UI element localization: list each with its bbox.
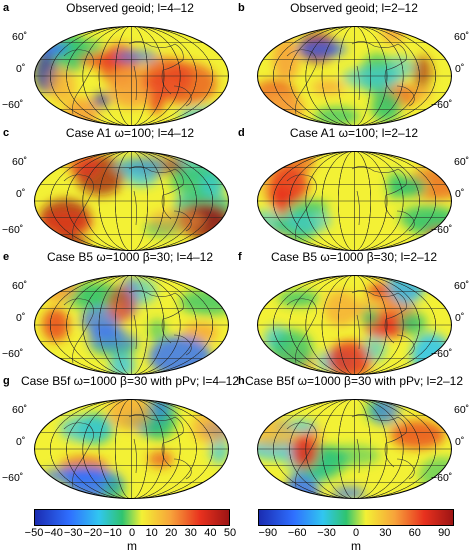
lat-label-north-d: 60˚ [454, 156, 470, 168]
lat-label-south-g: −60˚ [2, 472, 24, 484]
lat-label-north-a: 60˚ [12, 31, 28, 43]
colorbar-left-tick: 40 [204, 527, 217, 539]
lat-label-north-h: 60˚ [454, 404, 470, 416]
lat-label-south-h: −60˚ [431, 472, 453, 484]
lat-label-north-e: 60˚ [12, 280, 28, 292]
lat-label-equator-f: 0˚ [455, 312, 465, 324]
lat-label-equator-g: 0˚ [16, 436, 26, 448]
lat-label-equator-c: 0˚ [16, 188, 26, 200]
lat-label-north-c: 60˚ [12, 156, 28, 168]
lat-label-south-f: −60˚ [431, 348, 453, 360]
map-b [257, 26, 452, 126]
panel-letter-b: b [238, 2, 245, 14]
colorbar-left-tick: 0 [128, 527, 136, 539]
panel-title-h: Case B5f ω=1000 β=30 with pPv; l=2–12 [244, 374, 464, 388]
colorbar-left [34, 509, 230, 526]
panel-letter-c: c [3, 127, 10, 139]
lat-label-south-a: −60˚ [2, 99, 24, 111]
map-h [257, 399, 452, 499]
panel-title-a: Observed geoid; l=4–12 [66, 1, 194, 15]
panel-title-f: Case B5 ω=1000 β=30; l=2–12 [270, 250, 438, 264]
lat-label-south-c: −60˚ [2, 224, 24, 236]
map-f [257, 275, 452, 375]
panel-letter-d: d [238, 127, 245, 139]
colorbar-right [258, 509, 454, 526]
panel-letter-f: f [238, 251, 242, 263]
colorbar-left-tick: 30 [184, 527, 197, 539]
panel-title-b: Observed geoid; l=2–12 [290, 1, 418, 15]
colorbar-left-tick: 20 [165, 527, 178, 539]
lat-label-equator-b: 0˚ [455, 63, 465, 75]
lat-label-equator-h: 0˚ [455, 436, 465, 448]
colorbar-left-tick: −50 [24, 527, 44, 539]
map-d [257, 151, 452, 251]
lat-label-equator-a: 0˚ [16, 63, 26, 75]
colorbar-left-tick: 10 [145, 527, 158, 539]
lat-label-south-e: −60˚ [2, 348, 24, 360]
panel-title-c: Case A1 ω=100; l=4–12 [65, 126, 195, 140]
colorbar-right-tick: −60 [287, 527, 307, 539]
panel-letter-a: a [3, 2, 10, 14]
map-a [34, 26, 229, 126]
colorbar-right-tick: −30 [317, 527, 336, 539]
lat-label-south-d: −60˚ [431, 224, 453, 236]
colorbar-left-tick: −20 [83, 527, 103, 539]
colorbar-left-tick: −40 [44, 527, 63, 539]
panel-letter-e: e [3, 251, 10, 263]
map-c [34, 151, 229, 251]
lat-label-equator-e: 0˚ [16, 312, 26, 324]
colorbar-right-tick: 60 [408, 527, 421, 539]
panel-title-e: Case B5 ω=1000 β=30; l=4–12 [46, 250, 214, 264]
lat-label-north-g: 60˚ [12, 404, 28, 416]
panel-letter-h: h [238, 375, 245, 387]
lat-label-north-f: 60˚ [454, 280, 470, 292]
colorbar-left-tick: −30 [63, 527, 83, 539]
colorbar-right-tick: 0 [352, 527, 360, 539]
colorbar-left-unit: m [127, 539, 137, 553]
map-e [34, 275, 229, 375]
lat-label-south-b: −60˚ [431, 99, 453, 111]
lat-label-north-b: 60˚ [454, 31, 470, 43]
colorbar-right-tick: 30 [379, 527, 392, 539]
lat-label-equator-d: 0˚ [455, 188, 465, 200]
panel-letter-g: g [3, 375, 10, 387]
colorbar-left-tick: 50 [223, 527, 237, 539]
colorbar-right-tick: −90 [258, 527, 278, 539]
colorbar-right-unit: m [351, 539, 361, 553]
panel-title-d: Case A1 ω=100; l=2–12 [289, 126, 419, 140]
colorbar-right-tick: 90 [438, 527, 451, 539]
colorbar-left-tick: −10 [103, 527, 122, 539]
map-g [34, 399, 229, 499]
panel-title-g: Case B5f ω=1000 β=30 with pPv; l=4–12 [20, 374, 240, 388]
